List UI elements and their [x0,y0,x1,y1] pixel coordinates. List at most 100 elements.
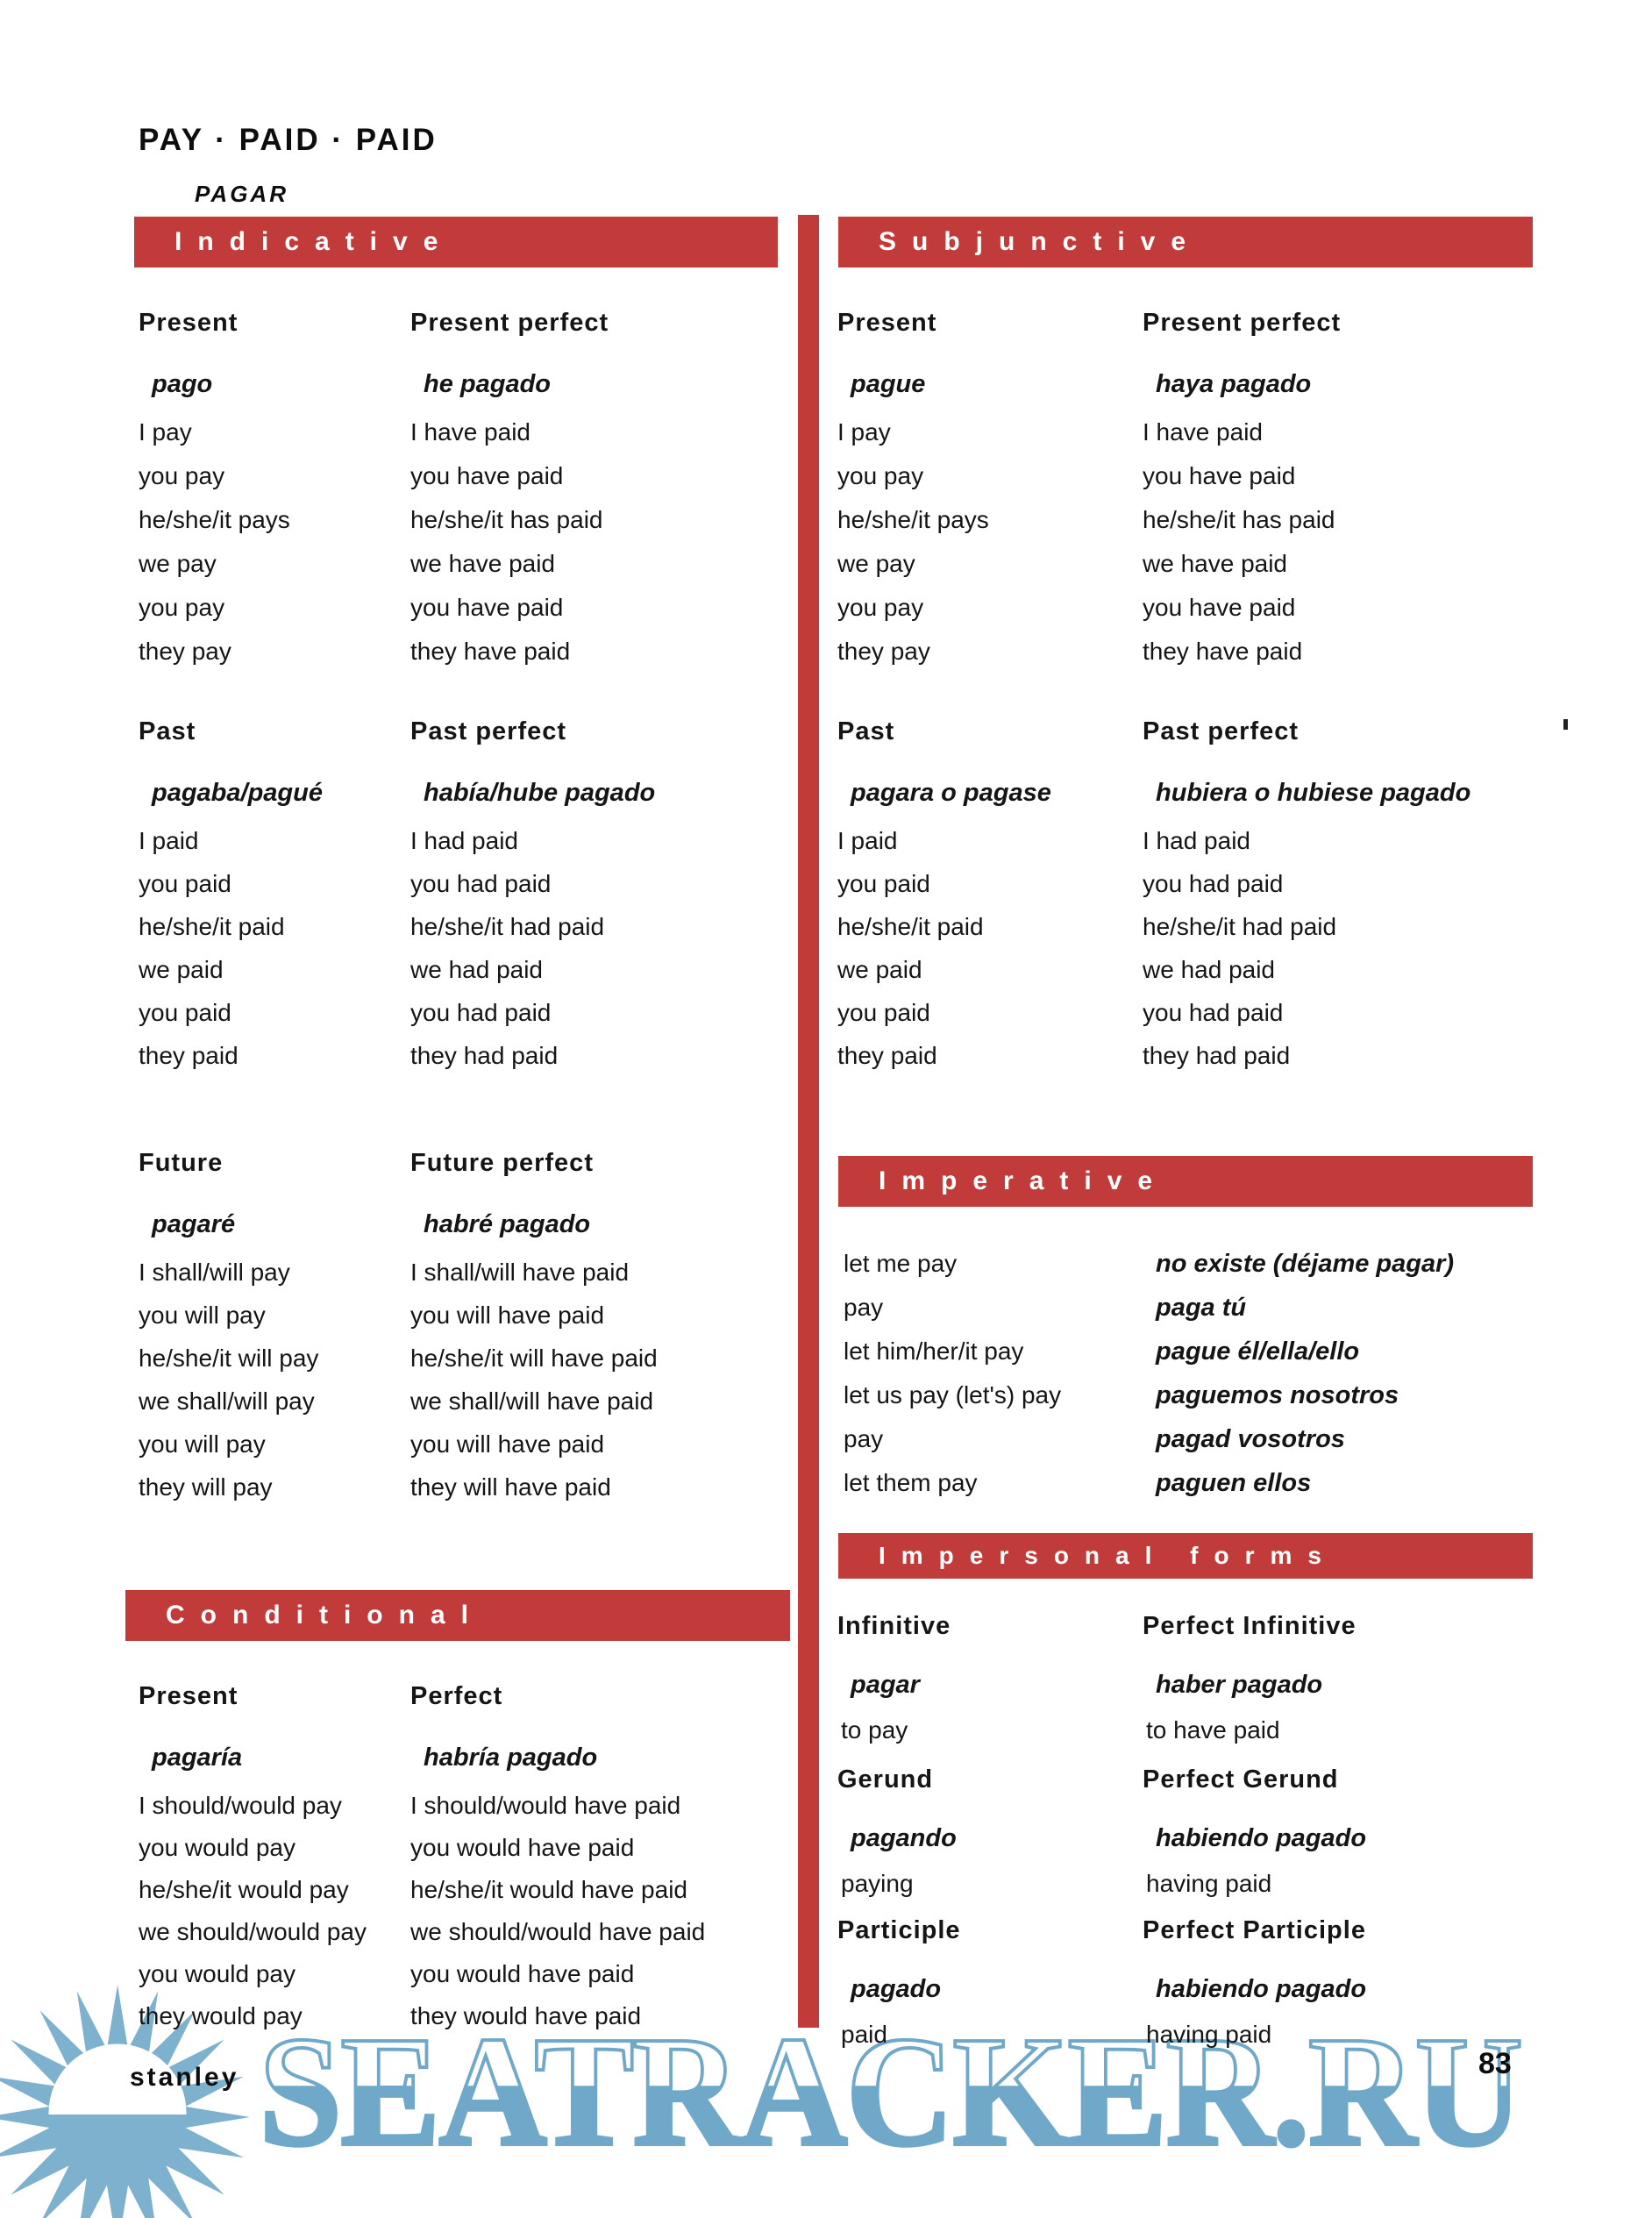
form-heading: Participle [837,1916,961,1944]
conjugation-rows: I shall/will pay you will pay he/she/it wi… [139,1259,318,1516]
block-perfect-gerund: Perfect Gerund habiendo pagado having pa… [1143,1765,1366,1898]
imperative-row-spanish: paguen ellos [1156,1469,1312,1497]
block-infinitive: Infinitive pagar to pay [837,1612,951,1744]
form-heading: Infinitive [837,1612,951,1640]
watermark-fill-text: SEATRACKER.RU [259,2004,1522,2179]
block-subjunctive-present: Present pague I pay you pay he/she/it pays… [837,309,989,681]
tense-heading: Present [139,309,239,337]
conjugation-rows: I shall/will have paid you will have paid… [410,1259,658,1516]
spanish-form: habiendo pagado [1156,1824,1367,1852]
spanish-form: haber pagado [1156,1671,1323,1699]
conjugation-row: you will pay [139,1302,266,1329]
section-bar-indicative: Indicative [134,217,778,267]
section-bar-subjunctive: Subjunctive [838,217,1533,267]
conjugation-row: they paid [837,1042,937,1069]
conjugation-row: we had paid [410,956,544,983]
conjugation-row: I shall/will have paid [410,1259,630,1286]
conjugation-row: I pay [837,418,891,446]
conjugation-row: you had paid [410,999,552,1026]
spanish-form: pago [152,370,213,398]
conjugation-row: they have paid [410,638,571,665]
scan-artifact-dot [1563,719,1568,730]
conjugation-row: you had paid [1143,870,1284,897]
conjugation-rows: I should/would have paid you would have p… [410,1792,705,2044]
conjugation-row: they had paid [410,1042,559,1069]
conjugation-row: we have paid [1143,550,1288,577]
imperative-row-english: let him/her/it pay [844,1337,1024,1365]
conjugation-row: he/she/it has paid [410,506,603,533]
conjugation-rows: I should/would pay you would pay he/she/it… [139,1792,367,2044]
english-form: to pay [841,1716,908,1744]
conjugation-row: he/she/it had paid [1143,913,1337,940]
imperative-row-english: pay [844,1425,884,1452]
conjugation-row: they pay [139,638,231,665]
conjugation-row: he/she/it would pay [139,1876,349,1903]
form-heading: Gerund [837,1765,934,1794]
form-heading: Perfect Infinitive [1143,1612,1356,1640]
imperative-row-english: let us pay (let's) pay [844,1381,1062,1409]
block-gerund: Gerund pagando paying [837,1765,957,1898]
english-form: to have paid [1146,1716,1280,1744]
watermark: SEATRACKER.RU SEATRACKER.RU [257,2004,1591,2179]
conjugation-row: you pay [837,462,924,489]
tense-heading: Present perfect [1143,309,1342,337]
spanish-form: pagaba/pagué [152,779,323,807]
spanish-form: había/hube pagado [424,779,656,807]
english-form: paid [841,2021,887,2048]
spanish-form: pagando [851,1824,957,1852]
page-title: PAY · PAID · PAID [139,123,438,157]
imperative-row-spanish: no existe (déjame pagar) [1156,1250,1455,1278]
conjugation-row: he/she/it will pay [139,1344,319,1372]
section-bar-conditional: Conditional [125,1590,790,1641]
spanish-form: pagado [851,1975,942,2003]
conjugation-row: I have paid [1143,418,1263,446]
spanish-form: habría pagado [424,1744,598,1772]
tense-heading: Past [837,717,895,745]
section-bar-label: Indicative [174,227,454,256]
tense-heading: Present [139,1682,239,1710]
conjugation-row: you have paid [410,594,564,621]
sun-logo-icon [0,1985,250,2218]
imperative-row-english: let me pay [844,1250,958,1277]
block-indicative-past-perfect: Past perfect había/hube pagado I had pai… [410,717,655,1085]
conjugation-row: I should/would have paid [410,1792,681,1819]
conjugation-row: you pay [139,462,225,489]
conjugation-row: I paid [139,827,199,854]
conjugation-row: I had paid [410,827,518,854]
conjugation-row: you would have paid [410,1834,635,1861]
conjugation-row: you paid [837,999,930,1026]
conjugation-row: we pay [837,550,915,577]
conjugation-row: we shall/will pay [139,1387,315,1415]
conjugation-rows: I paid you paid he/she/it paid we paid you p… [139,827,323,1085]
imperative-english-rows: let me pay pay let him/her/it pay let us pa… [844,1250,1061,1513]
conjugation-row: you have paid [1143,594,1296,621]
conjugation-row: you paid [139,870,231,897]
imperative-row-spanish: paga tú [1156,1294,1247,1322]
conjugation-row: I shall/will pay [139,1259,290,1286]
form-heading: Perfect Gerund [1143,1765,1339,1794]
conjugation-row: he/she/it pays [837,506,989,533]
block-subjunctive-past: Past pagara o pagase I paid you paid he/sh… [837,717,1051,1085]
imperative-row-spanish: pague él/ella/ello [1156,1337,1360,1366]
imperative-row-spanish: paguemos nosotros [1156,1381,1399,1409]
english-form: having paid [1146,1870,1272,1897]
conjugation-row: we paid [139,956,224,983]
section-bar-label: Imperative [879,1166,1169,1195]
form-heading: Perfect Participle [1143,1916,1366,1944]
conjugation-row: you paid [837,870,930,897]
conjugation-row: we should/would pay [139,1918,367,1945]
block-indicative-future: Future pagaré I shall/will pay you will p… [139,1149,318,1516]
imperative-row-spanish: pagad vosotros [1156,1425,1345,1453]
spanish-form: habiendo pagado [1156,1975,1367,2003]
section-bar-impersonal: Impersonal forms [838,1533,1533,1579]
conjugation-row: they would pay [139,2002,303,2029]
english-form: having paid [1146,2021,1272,2048]
conjugation-row: you will have paid [410,1430,605,1458]
block-indicative-present-perfect: Present perfect he pagado I have paid you… [410,309,609,681]
spanish-form: pagar [851,1671,920,1699]
conjugation-row: they pay [837,638,930,665]
block-subjunctive-present-perfect: Present perfect haya pagado I have paid y… [1143,309,1341,681]
section-bar-label: Impersonal forms [879,1542,1337,1569]
conjugation-row: they will have paid [410,1473,611,1501]
conjugation-row: you will pay [139,1430,266,1458]
